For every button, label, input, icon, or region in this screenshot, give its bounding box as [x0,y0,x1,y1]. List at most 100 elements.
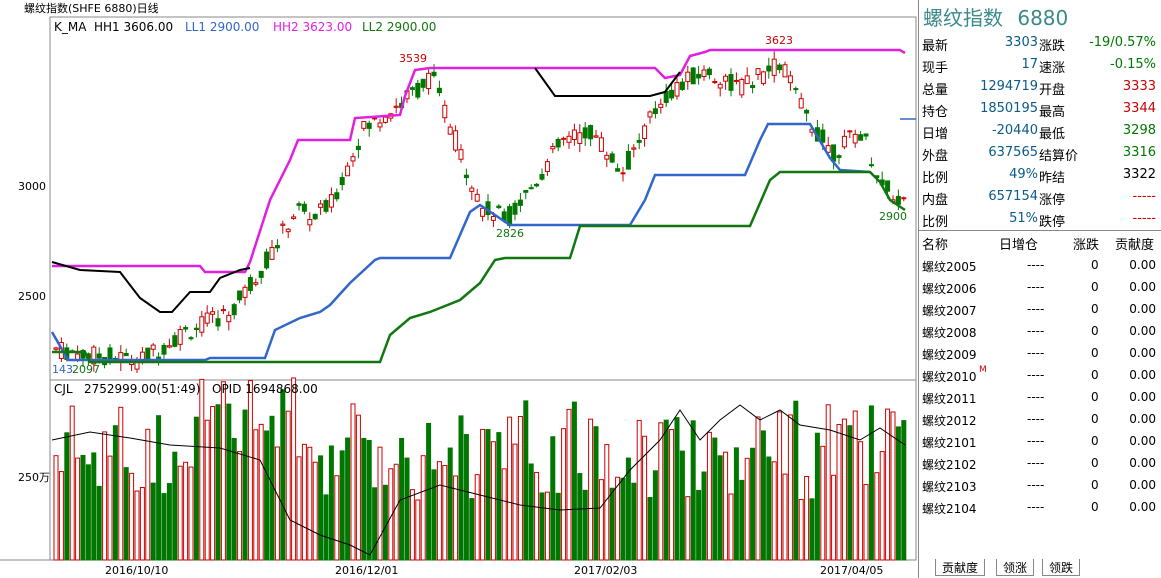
volume-bar [539,492,545,561]
quote-label: 外盘 [922,149,949,164]
volume-bar [474,474,480,561]
candle-body [442,104,448,119]
volume-bar [534,471,540,561]
volume-bar [820,445,826,561]
list-item[interactable]: 螺纹2007 ---- 0 0.00 [919,299,1161,321]
contract-chg: 0 [1091,346,1099,360]
tab-leading-up[interactable]: 领涨 [996,559,1035,576]
candle-body [264,251,270,269]
quote-label: 持仓 [922,105,949,120]
hh1-line-1 [51,261,251,313]
volume-bar [814,432,820,561]
volume-bar [247,380,253,561]
candle-body [469,187,475,192]
header-name: 名称 [922,238,949,253]
volume-bar [355,414,361,561]
contract-inc: ---- [1027,368,1045,382]
quote-row: 持仓 1850195 最高 3344 [919,98,1161,120]
quote-value-right: -19/0.57% [1089,35,1156,50]
quote-value-right: 3344 [1122,101,1156,116]
candle-body [674,82,680,97]
contract-con: 0.00 [1129,258,1156,272]
volume-bar [663,419,669,561]
vol-legend-opid: OPID 1694868.00 [212,382,318,396]
chart-area[interactable]: 螺纹指数(SHFE 6880)日线 K_MA HH1 3606.00 LL1 2… [0,0,918,578]
volume-bar [507,416,513,561]
candle-body [858,134,864,141]
contract-name: 螺纹2006 [922,282,977,296]
candle-body [544,161,550,172]
volume-bar [642,435,648,561]
volume-bar [658,422,664,561]
ll1-line [50,122,871,362]
list-item[interactable]: 螺纹2009 ---- 0 0.00 [919,343,1161,365]
volume-bar [733,447,739,561]
candle-body [199,316,205,333]
candle-body [161,344,167,355]
quote-value-right: ----- [1132,211,1156,226]
candle-body [652,108,658,115]
volume-bar [345,437,351,561]
volume-bar [798,498,804,561]
list-item[interactable]: 螺纹2008 ---- 0 0.00 [919,321,1161,343]
list-item[interactable]: 螺纹2012 ---- 0 0.00 [919,409,1161,431]
list-item[interactable]: 螺纹2011 ---- 0 0.00 [919,387,1161,409]
volume-bar [669,429,675,561]
candle-body [787,75,793,84]
ll2-line [52,170,906,364]
candle-body [382,116,388,123]
list-item[interactable]: 螺纹2104 ---- 0 0.00 [919,497,1161,519]
volume-bar [485,429,491,561]
candle-body [663,90,669,103]
candle-body [301,203,307,212]
volume-bar [166,483,172,561]
candle-body [642,125,648,139]
list-item[interactable]: 螺纹2010 M ---- 0 0.00 [919,365,1161,387]
candle-body [561,137,567,140]
contract-chg: 0 [1091,368,1099,382]
list-item[interactable]: 螺纹2103 ---- 0 0.00 [919,475,1161,497]
x-tick-1: 2016/10/10 [105,564,169,577]
contract-name: 螺纹2102 [922,458,977,472]
contract-inc: ---- [1027,258,1045,272]
candle-body [512,202,518,215]
anno-2097: 2097 [72,363,100,376]
quote-value: -20440 [991,123,1038,138]
list-item[interactable]: 螺纹2102 ---- 0 0.00 [919,453,1161,475]
volume-bar [177,465,183,561]
tab-leading-down[interactable]: 领跌 [1042,559,1081,576]
volume-bar [517,415,523,561]
y-tick-2500: 2500 [18,290,46,303]
volume-bar [453,475,459,561]
volume-bar [690,420,696,561]
quote-value-right: -0.15% [1110,57,1156,72]
candle-body [166,345,172,348]
list-item[interactable]: 螺纹2006 ---- 0 0.00 [919,277,1161,299]
candle-body [296,203,302,206]
tab-contribution[interactable]: 贡献度 [935,559,986,576]
list-item[interactable]: 螺纹2005 ---- 0 0.00 [919,255,1161,277]
quote-value-right: 3333 [1122,79,1156,94]
candle-body [361,121,367,129]
candle-body [307,219,313,226]
volume-bar [555,492,561,561]
volume-bar [717,455,723,561]
volume-bar [588,418,594,561]
volume-bar [620,477,626,561]
list-item[interactable]: 螺纹2101 ---- 0 0.00 [919,431,1161,453]
volume-bar [129,472,135,561]
volume-bar [404,457,410,561]
candle-body [323,200,329,212]
volume-bar [593,426,599,561]
candle-body [868,164,874,167]
quote-label-right: 结算价 [1039,149,1079,164]
volume-bar [372,487,378,561]
contract-name: 螺纹2104 [922,502,977,516]
volume-bar [204,419,210,561]
volume-bar [868,405,874,561]
candle-body [679,81,685,90]
volume-bar [561,428,567,561]
volume-bar [528,463,534,561]
anno-143: 143 [52,363,73,376]
kline-chart[interactable] [0,0,918,578]
